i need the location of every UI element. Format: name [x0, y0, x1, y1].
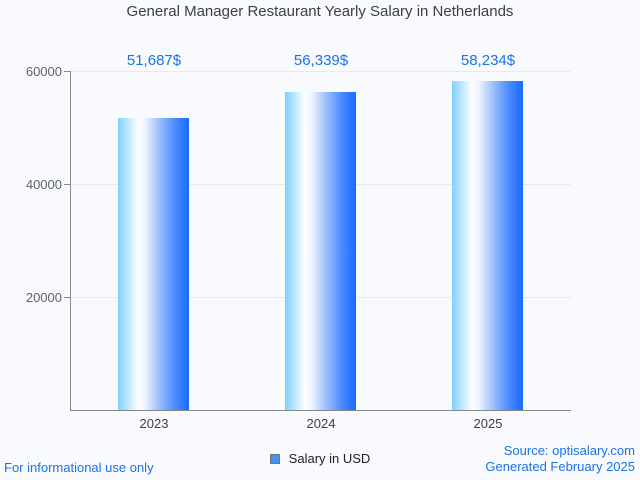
value-label-2025: 58,234$ — [460, 52, 516, 69]
legend-label: Salary in USD — [288, 451, 371, 466]
y-axis-line — [70, 71, 71, 410]
y-tick-label-60000: 60000 — [25, 64, 62, 79]
source-link[interactable]: Source: optisalary.com — [503, 443, 635, 458]
x-tick-label-2024: 2024 — [306, 416, 336, 431]
value-label-2023: 51,687$ — [126, 52, 182, 69]
source-block: Source: optisalary.com Generated Februar… — [485, 443, 635, 475]
y-axis-tick-60000 — [64, 71, 70, 72]
legend: Salary in USD — [0, 451, 640, 466]
y-axis-tick-20000 — [64, 297, 70, 298]
y-tick-label-40000: 40000 — [25, 177, 62, 192]
x-axis-line — [70, 410, 571, 411]
bar-2025[interactable] — [452, 81, 523, 410]
y-tick-label-20000: 20000 — [25, 290, 62, 305]
legend-marker-icon — [269, 453, 280, 464]
bar-2024[interactable] — [285, 92, 356, 410]
chart-title: General Manager Restaurant Yearly Salary… — [126, 3, 514, 20]
gridline-60000 — [70, 71, 571, 72]
y-axis-tick-40000 — [64, 184, 70, 185]
value-label-2024: 56,339$ — [293, 52, 349, 69]
generated-date: Generated February 2025 — [485, 459, 635, 474]
bar-2023[interactable] — [118, 118, 189, 410]
x-tick-label-2023: 2023 — [139, 416, 169, 431]
disclaimer-text: For informational use only — [4, 460, 154, 475]
x-tick-label-2025: 2025 — [473, 416, 503, 431]
